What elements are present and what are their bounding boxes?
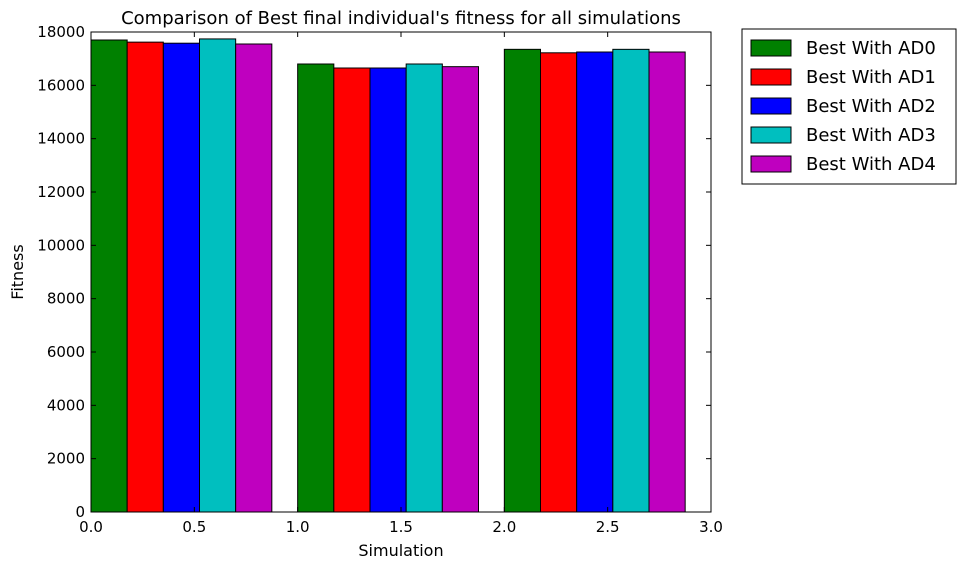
legend-swatch [750,39,792,57]
legend-label: Best With AD1 [806,67,936,88]
y-tick-label: 0 [75,503,85,521]
bar-best-with-ad1-sim-1 [333,67,371,513]
x-tick-label: 3.0 [699,518,723,536]
legend-swatch [750,126,792,144]
x-tick-label: 1.5 [389,518,413,536]
y-tick-label: 2000 [47,450,85,468]
y-tick-label: 12000 [37,183,85,201]
y-tick-label: 4000 [47,396,85,414]
y-axis-title: Fitness [8,244,27,299]
bar-best-with-ad4-sim-2 [648,51,686,513]
y-tick-label: 14000 [37,130,85,148]
legend-label: Best With AD0 [806,38,936,59]
legend-swatch [750,155,792,173]
chart-title: Comparison of Best final individual's fi… [121,8,681,29]
y-tick-label: 8000 [47,290,85,308]
bar-best-with-ad3-sim-2 [612,48,650,513]
bar-best-with-ad0-sim-1 [297,63,335,513]
bar-best-with-ad2-sim-0 [162,42,200,513]
x-axis-title: Simulation [358,541,443,560]
y-tick-label: 10000 [37,236,85,254]
bar-best-with-ad2-sim-2 [576,51,614,513]
bar-best-with-ad3-sim-0 [199,38,237,513]
bar-best-with-ad0-sim-2 [503,48,542,513]
bars-group [90,38,686,513]
ticks-group: 0.0 0.5 1.0 1.5 2.0 2.5 3.0 0 2000 4000 6000 8000 10… [37,23,723,536]
y-tick-label: 18000 [37,23,85,41]
y-tick-label: 6000 [47,343,85,361]
y-tick-label: 16000 [37,76,85,94]
legend-swatch [750,97,792,115]
bar-best-with-ad2-sim-1 [369,67,407,513]
legend-label: Best With AD3 [806,125,936,146]
x-tick-label: 0.0 [79,518,103,536]
bar-best-with-ad1-sim-0 [126,41,164,513]
legend: Best With AD0 Best With AD1 Best With AD2 B… [741,28,957,185]
bar-best-with-ad3-sim-1 [405,63,443,513]
bar-best-with-ad0-sim-0 [90,39,128,513]
legend-label: Best With AD4 [806,154,936,175]
bar-best-with-ad4-sim-1 [441,66,480,513]
x-tick-label: 1.0 [286,518,310,536]
legend-swatch [750,68,792,86]
legend-label: Best With AD2 [806,96,936,117]
x-tick-label: 0.5 [182,518,206,536]
bar-best-with-ad1-sim-2 [540,52,578,513]
x-tick-label: 2.5 [596,518,620,536]
x-tick-label: 2.0 [492,518,516,536]
bar-best-with-ad4-sim-0 [235,43,273,513]
